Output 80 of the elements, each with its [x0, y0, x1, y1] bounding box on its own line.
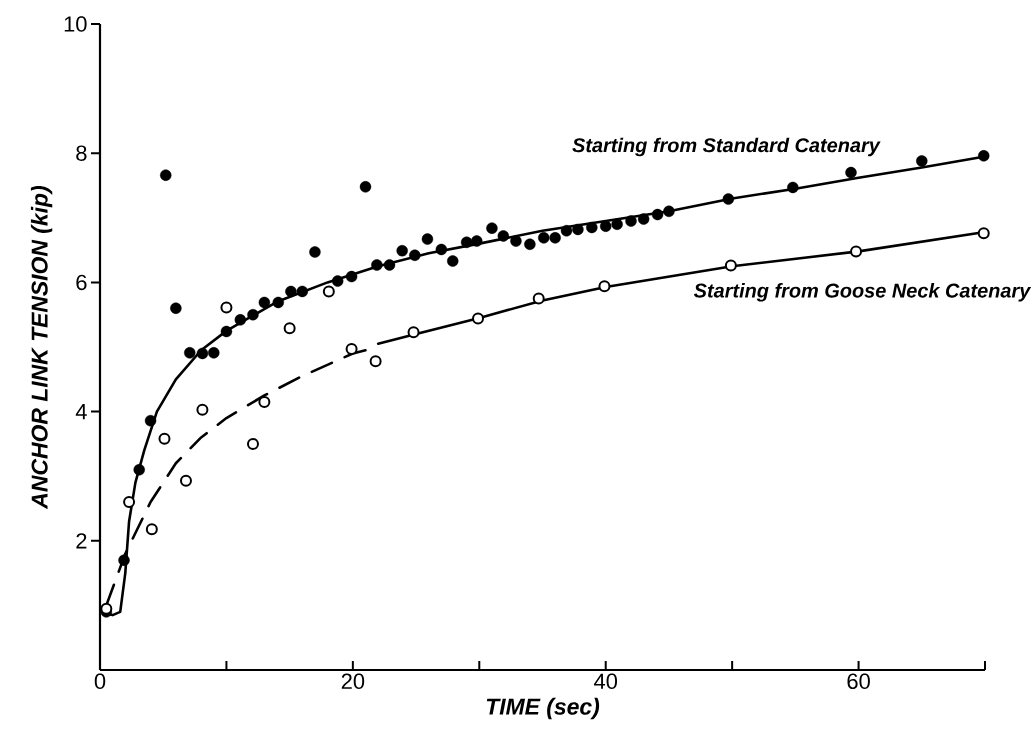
point	[486, 222, 498, 234]
point	[331, 275, 344, 287]
point	[396, 245, 408, 257]
point	[196, 347, 209, 360]
point	[158, 432, 171, 445]
x-tick-label: 40	[594, 673, 618, 690]
point	[296, 285, 308, 298]
x-tick-label: 0	[94, 673, 106, 690]
point	[359, 181, 372, 193]
y-tick-label: 6	[76, 274, 87, 291]
point	[586, 221, 598, 234]
point	[663, 205, 675, 218]
point	[600, 220, 612, 232]
point	[497, 230, 510, 242]
point	[787, 181, 799, 194]
point	[118, 554, 130, 566]
point	[208, 347, 220, 359]
point	[309, 246, 321, 258]
point	[283, 322, 296, 335]
point	[345, 342, 358, 355]
point	[532, 292, 545, 305]
point	[145, 523, 158, 536]
y-tick-label: 2	[76, 533, 87, 549]
point	[123, 496, 136, 509]
point	[472, 312, 485, 325]
point	[850, 245, 863, 258]
point	[220, 325, 233, 338]
x-tick-label: 60	[847, 673, 870, 690]
point	[637, 213, 650, 225]
x-axis-title: TIME (sec)	[486, 697, 600, 720]
y-tick-label: 8	[76, 145, 87, 161]
point	[447, 255, 459, 267]
point	[724, 259, 737, 272]
point	[538, 232, 550, 244]
point	[371, 259, 383, 271]
y-tick-label: 10	[64, 16, 87, 32]
point	[916, 155, 928, 167]
point	[247, 309, 259, 321]
point	[369, 355, 382, 368]
point	[220, 301, 233, 314]
point	[184, 347, 196, 359]
point	[421, 233, 434, 245]
point	[598, 280, 611, 293]
point	[524, 238, 536, 250]
point	[471, 235, 483, 247]
point	[460, 236, 473, 249]
point	[407, 326, 420, 339]
point	[560, 225, 573, 237]
point	[246, 437, 259, 450]
point	[435, 243, 448, 256]
point	[510, 235, 522, 247]
point	[978, 150, 990, 162]
point	[133, 464, 145, 476]
point	[160, 169, 172, 181]
point	[345, 270, 358, 283]
point	[179, 474, 192, 487]
point	[196, 403, 209, 416]
point	[549, 232, 561, 244]
point	[272, 296, 284, 309]
point	[144, 414, 157, 427]
point	[170, 302, 182, 314]
point	[258, 395, 271, 408]
point	[285, 285, 297, 298]
point	[651, 208, 664, 221]
point	[845, 166, 857, 179]
point	[977, 227, 990, 240]
point	[322, 285, 335, 298]
x-tick-label: 20	[341, 673, 365, 690]
point	[611, 218, 623, 230]
point	[234, 314, 247, 326]
point	[722, 193, 735, 205]
y-tick-label: 4	[75, 404, 87, 420]
series-label: Starting from Goose Neck Catenary	[693, 283, 1032, 302]
point	[409, 249, 421, 261]
point	[625, 215, 637, 227]
point	[258, 296, 271, 309]
y-axis-title: ANCHOR LINK TENSION (kip)	[30, 186, 53, 510]
point	[383, 259, 396, 271]
point	[572, 223, 584, 236]
series-label: Starting from Standard Catenary	[572, 137, 881, 157]
